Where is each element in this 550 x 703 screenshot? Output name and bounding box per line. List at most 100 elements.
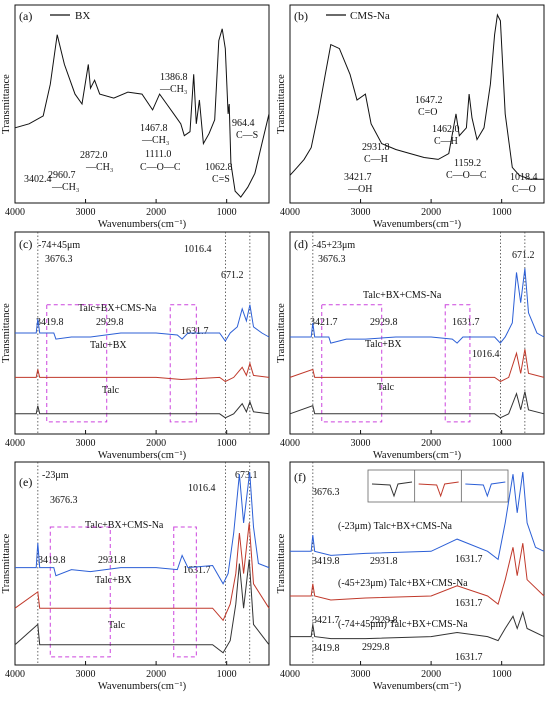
x-tick-label-1: 3000 xyxy=(351,438,371,449)
panel-d: (d) -45+23μm 3676.3 671.2 1016.4 3421.7 … xyxy=(276,231,545,461)
highlight-box-0 xyxy=(321,304,383,423)
panel-e-label-3676: 3676.3 xyxy=(50,495,78,506)
panel-a-label-2872: 2872.0 xyxy=(80,150,108,161)
x-tick-label-3: 1000 xyxy=(492,438,512,449)
panel-d-series-label-0: Talc+BX+CMS-Na xyxy=(363,290,442,301)
panel-b-legend-label: CMS-Na xyxy=(350,10,390,22)
highlight-box-0 xyxy=(49,526,111,658)
series-line-1 xyxy=(289,349,545,383)
panel-a-label-1467: 1467.8 xyxy=(140,123,168,134)
panel-b-label-1462: 1462.0 xyxy=(432,124,460,135)
panel-f-series-b-0: 2931.8 xyxy=(370,556,398,567)
panel-b-sub-1159: C—O—C xyxy=(446,170,487,181)
series-line-1 xyxy=(290,543,545,605)
panel-f-label-3676: 3676.3 xyxy=(312,487,340,498)
panel-b: (b) CMS-Na 1647.2 C=O 2931.8 C—H 1462.0 … xyxy=(276,4,545,230)
panel-e-frame xyxy=(14,461,270,666)
panel-b-frame xyxy=(289,4,545,204)
panel-c-size-label: -74+45μm xyxy=(38,240,80,251)
y-axis-label: Transmittance xyxy=(1,74,12,134)
panel-d-label-1016: 1016.4 xyxy=(472,349,500,360)
y-axis-label: Transmittance xyxy=(276,303,287,363)
x-tick-label-0: 4000 xyxy=(5,438,25,449)
panel-f-id: (f) xyxy=(294,470,306,484)
series-line-0 xyxy=(290,268,545,344)
panel-c: (c) -74+45μm 3676.3 1016.4 671.2 3419.8 … xyxy=(1,231,270,461)
series-line-0 xyxy=(14,28,270,198)
x-tick-label-0: 4000 xyxy=(280,438,300,449)
x-tick-label-0: 4000 xyxy=(280,207,300,218)
x-tick-label-3: 1000 xyxy=(492,207,512,218)
panel-b-label-1647: 1647.2 xyxy=(415,95,443,106)
inset-curve-1 xyxy=(418,481,459,498)
panel-c-series-label-0: Talc+BX+CMS-Na xyxy=(78,303,157,314)
panel-e-label-2931: 2931.8 xyxy=(98,555,126,566)
inset-curve-0 xyxy=(371,481,413,498)
panel-d-id: (d) xyxy=(294,237,308,251)
panel-d-frame xyxy=(289,231,545,435)
panel-d-label-2929: 2929.8 xyxy=(370,317,398,328)
x-tick-label-3: 1000 xyxy=(217,438,237,449)
panel-f-series-c-0: 1631.7 xyxy=(455,554,483,565)
panel-a-label-3402: 3402.4 xyxy=(24,174,52,185)
panel-b-sub-1018: C—O xyxy=(512,184,536,195)
panel-e-label-1016: 1016.4 xyxy=(188,483,216,494)
x-tick-label-2: 2000 xyxy=(146,669,166,680)
panel-a-sub-1111: C—O—C xyxy=(140,162,181,173)
x-tick-label-1: 3000 xyxy=(76,438,96,449)
x-axis-label: Wavenumbers(cm⁻¹) xyxy=(373,681,462,692)
x-tick-label-0: 4000 xyxy=(5,207,25,218)
y-axis-label: Transmittance xyxy=(1,303,12,363)
x-tick-label-3: 1000 xyxy=(217,207,237,218)
x-tick-label-2: 2000 xyxy=(146,438,166,449)
panel-d-label-3676: 3676.3 xyxy=(318,254,346,265)
panel-f-series-b-2: 2929.8 xyxy=(362,642,390,653)
panel-b-sub-3421: —OH xyxy=(347,184,372,195)
panel-f-series-c-1: 1631.7 xyxy=(455,598,483,609)
panel-f-series-c-2: 1631.7 xyxy=(455,652,483,663)
panel-c-label-671: 671.2 xyxy=(221,270,244,281)
panel-d-series-label-1: Talc+BX xyxy=(365,339,402,350)
panel-d-size-label: -45+23μm xyxy=(313,240,355,251)
x-tick-label-3: 1000 xyxy=(492,669,512,680)
panel-b-sub-2931: C—H xyxy=(364,154,388,165)
series-line-0 xyxy=(290,472,545,561)
series-line-1 xyxy=(15,361,270,383)
panel-a-frame xyxy=(14,4,270,204)
series-line-0 xyxy=(15,304,270,343)
x-tick-label-0: 4000 xyxy=(280,669,300,680)
panel-d-label-671: 671.2 xyxy=(512,250,535,261)
x-axis-label: Wavenumbers(cm⁻¹) xyxy=(373,450,462,461)
x-tick-label-1: 3000 xyxy=(351,669,371,680)
panel-a-label-964: 964.4 xyxy=(232,118,255,129)
panel-c-label-3419: 3419.8 xyxy=(36,317,64,328)
series-line-2 xyxy=(14,559,270,654)
series-line-0 xyxy=(289,13,544,180)
x-tick-label-3: 1000 xyxy=(217,669,237,680)
x-tick-label-0: 4000 xyxy=(5,669,25,680)
panel-a-sub-2960: —CH₃ xyxy=(51,182,79,193)
series-line-1 xyxy=(14,522,270,622)
x-axis-label: Wavenumbers(cm⁻¹) xyxy=(373,219,462,230)
x-axis-label: Wavenumbers(cm⁻¹) xyxy=(98,450,187,461)
x-tick-label-2: 2000 xyxy=(421,207,441,218)
panel-a-sub-2872: —CH₃ xyxy=(85,162,113,173)
panel-a-id: (a) xyxy=(19,9,32,23)
panel-b-sub-1647: C=O xyxy=(418,107,438,118)
highlight-box-0 xyxy=(46,304,108,423)
series-line-0 xyxy=(15,472,270,585)
panel-b-label-2931: 2931.8 xyxy=(362,142,390,153)
y-axis-label: Transmittance xyxy=(1,533,12,593)
panel-f-series-label-1: (-45+23μm) Talc+BX+CMS-Na xyxy=(338,578,468,589)
panel-c-series-label-1: Talc+BX xyxy=(90,340,127,351)
panel-f: (f) 3676.3 (-23μm) Talc+BX+CMS-Na 3419.8… xyxy=(276,461,545,692)
panel-a: (a) BX 3402.4 2960.7 —CH₃ 2872.0 —CH₃ 14… xyxy=(1,4,270,230)
panel-d-series-label-2: Talc xyxy=(377,382,395,393)
panel-a-sub-1062: C=S xyxy=(212,174,230,185)
panel-e-size-label: -23μm xyxy=(42,470,69,481)
x-axis-label: Wavenumbers(cm⁻¹) xyxy=(98,681,187,692)
panel-d-label-3421: 3421.7 xyxy=(310,317,338,328)
panel-e-series-label-0: Talc+BX+CMS-Na xyxy=(85,520,164,531)
panel-e-label-3419: 3419.8 xyxy=(38,555,66,566)
